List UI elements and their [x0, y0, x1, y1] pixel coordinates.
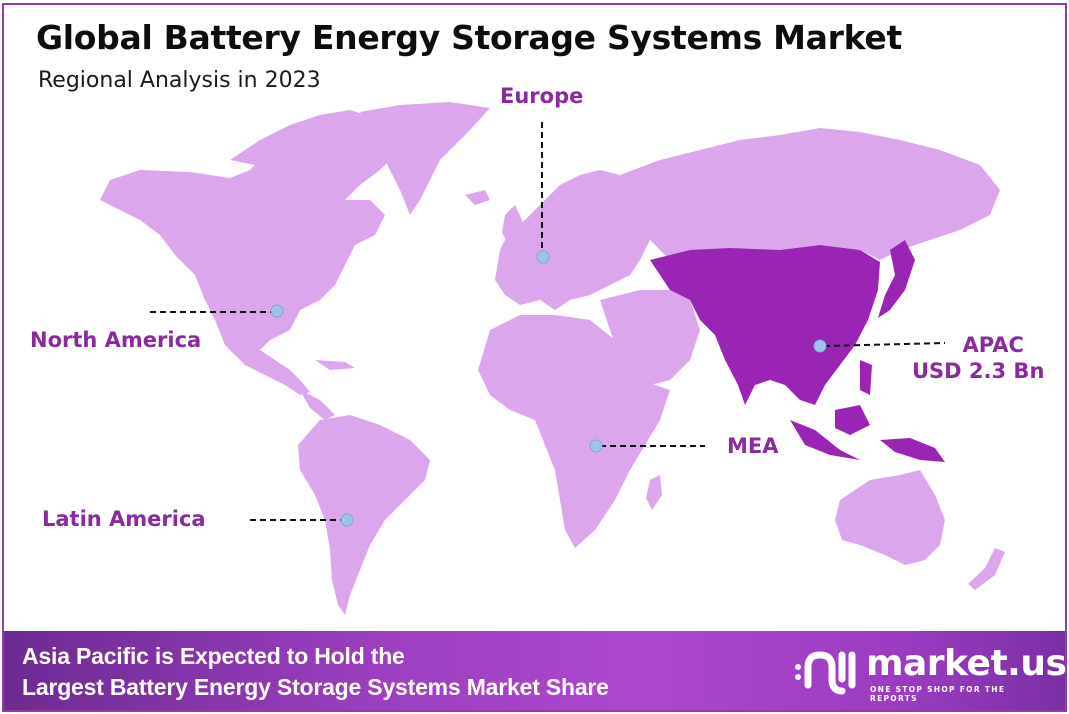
footer-line-1: Asia Pacific is Expected to Hold the	[22, 643, 405, 669]
region-iceland	[465, 190, 490, 205]
label-apac: APAC USD 2.3 Bn	[912, 332, 1044, 384]
label-apac-name: APAC	[962, 333, 1024, 357]
label-europe: Europe	[500, 84, 584, 108]
region-southeast-asia	[790, 360, 945, 462]
region-north-america	[100, 115, 420, 395]
marker-mea	[589, 439, 603, 453]
logo-tagline: ONE STOP SHOP FOR THE REPORTS	[870, 685, 1006, 703]
label-mea: MEA	[727, 434, 779, 458]
region-greenland	[360, 102, 490, 215]
page-subtitle: Regional Analysis in 2023	[38, 68, 321, 93]
region-japan	[878, 240, 915, 318]
footer-banner: Asia Pacific is Expected to Hold the Lar…	[4, 631, 1067, 710]
logo-name: market.us	[866, 643, 1067, 684]
region-madagascar	[646, 475, 662, 510]
footer-line-2: Largest Battery Energy Storage Systems M…	[22, 674, 609, 700]
footer-text: Asia Pacific is Expected to Hold the Lar…	[22, 641, 609, 703]
region-uk	[502, 205, 522, 245]
marker-north-america	[270, 304, 284, 318]
region-latin-america	[298, 415, 430, 615]
label-latin-america: Latin America	[42, 507, 206, 531]
region-europe	[495, 170, 650, 310]
world-map	[100, 102, 1005, 615]
marker-europe	[536, 250, 550, 264]
marker-latin-america	[340, 513, 354, 527]
region-central-america	[300, 360, 355, 420]
marker-apac	[813, 339, 827, 353]
region-australia	[835, 470, 945, 565]
region-canadian-arctic	[230, 110, 375, 168]
region-north-asia	[620, 128, 1000, 260]
label-north-america: North America	[30, 328, 202, 352]
region-mea	[478, 315, 670, 548]
market-us-logo: market.us ONE STOP SHOP FOR THE REPORTS	[794, 643, 1067, 703]
market-us-logo-icon	[795, 651, 856, 695]
region-apac	[650, 245, 880, 405]
connector-apac	[823, 342, 946, 347]
label-apac-value: USD 2.3 Bn	[912, 359, 1045, 383]
region-new-zealand	[968, 548, 1005, 590]
page-title: Global Battery Energy Storage Systems Ma…	[36, 18, 902, 57]
